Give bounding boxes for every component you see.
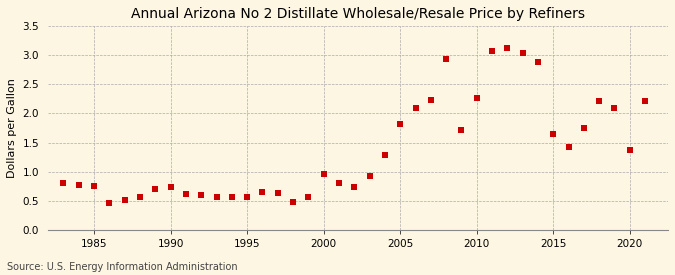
Point xyxy=(609,106,620,110)
Point xyxy=(104,201,115,205)
Point xyxy=(58,181,69,185)
Point xyxy=(441,57,452,62)
Point xyxy=(548,132,559,136)
Point xyxy=(533,60,543,65)
Point xyxy=(425,97,436,102)
Point xyxy=(272,190,283,195)
Point xyxy=(487,48,497,53)
Point xyxy=(333,181,344,185)
Point xyxy=(517,51,528,55)
Y-axis label: Dollars per Gallon: Dollars per Gallon xyxy=(7,78,17,178)
Point xyxy=(74,183,84,187)
Point xyxy=(349,185,360,189)
Text: Source: U.S. Energy Information Administration: Source: U.S. Energy Information Administ… xyxy=(7,262,238,272)
Point xyxy=(88,183,99,188)
Point xyxy=(410,106,421,111)
Point xyxy=(563,145,574,149)
Point xyxy=(211,194,222,199)
Point xyxy=(288,200,298,205)
Point xyxy=(150,187,161,191)
Point xyxy=(134,194,145,199)
Point xyxy=(471,96,482,100)
Point xyxy=(456,128,467,133)
Point xyxy=(594,99,605,103)
Point xyxy=(196,193,207,197)
Point xyxy=(395,122,406,126)
Point xyxy=(165,185,176,189)
Point xyxy=(379,153,390,157)
Point xyxy=(578,126,589,130)
Point xyxy=(119,198,130,202)
Point xyxy=(624,147,635,152)
Point xyxy=(303,194,314,199)
Point xyxy=(364,174,375,178)
Point xyxy=(502,46,513,50)
Title: Annual Arizona No 2 Distillate Wholesale/Resale Price by Refiners: Annual Arizona No 2 Distillate Wholesale… xyxy=(131,7,585,21)
Point xyxy=(226,194,237,199)
Point xyxy=(319,172,329,176)
Point xyxy=(180,192,191,197)
Point xyxy=(242,194,252,199)
Point xyxy=(257,190,268,194)
Point xyxy=(640,98,651,103)
